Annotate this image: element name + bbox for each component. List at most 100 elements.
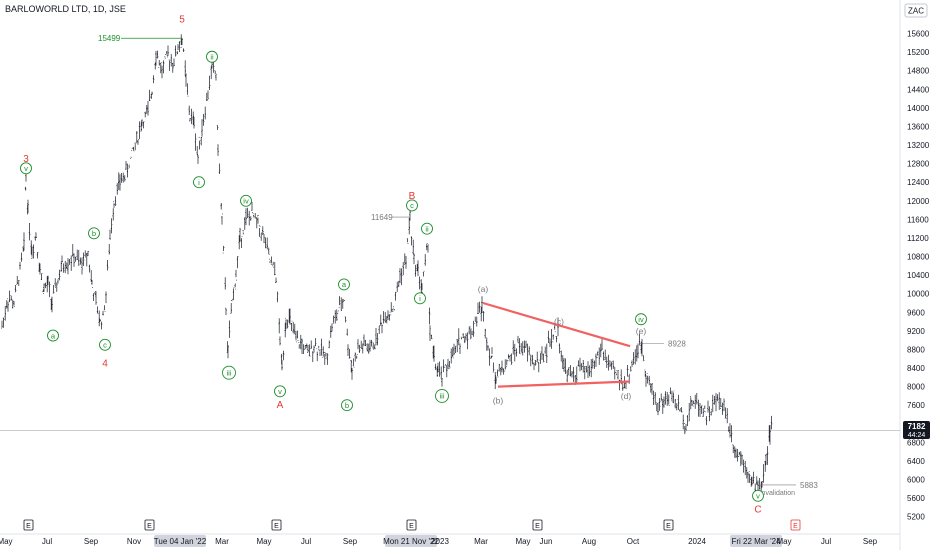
wave-label: a [342, 280, 347, 289]
wave-label: c [410, 201, 414, 210]
triangle-wave-label: (e) [636, 326, 647, 336]
wave-label: ii [425, 224, 429, 233]
wave-label-circle[interactable] [406, 199, 418, 212]
y-tick-label: 10800 [907, 253, 930, 262]
wave-label: i [198, 178, 200, 187]
wave-label-circle[interactable] [222, 365, 236, 380]
wave-degree-label: 4 [102, 358, 108, 369]
triangle-trendline[interactable] [497, 380, 631, 388]
triangle-wave-label: (d) [621, 391, 632, 401]
y-tick-label: 10000 [907, 290, 930, 299]
y-tick-label: 12400 [907, 178, 930, 187]
x-tick-label: May [515, 537, 530, 546]
x-crosshair-label-bg [154, 535, 206, 547]
wave-label: c [103, 341, 107, 350]
y-tick-label: 8400 [907, 364, 925, 373]
wave-label-circle[interactable] [338, 278, 350, 291]
y-tick-label: 13600 [907, 122, 930, 131]
wave-label-circle[interactable] [193, 176, 205, 189]
x-tick-label: Aug [582, 537, 596, 546]
event-label: E [409, 523, 414, 530]
y-tick-label: 8000 [907, 383, 925, 392]
event-label: E [666, 523, 671, 530]
event-label: E [26, 523, 31, 530]
wave-label-circle[interactable] [20, 162, 32, 175]
triangle-trendline[interactable] [482, 301, 631, 348]
y-tick-label: 13200 [907, 141, 930, 150]
y-tick-label: 5600 [907, 494, 925, 503]
y-tick-label: 6000 [907, 476, 925, 485]
wave-label-circle[interactable] [99, 338, 111, 351]
y-tick-label: 9200 [907, 327, 925, 336]
wave-degree-label: C [754, 505, 761, 516]
x-tick-label: Tue 04 Jan '22 [154, 537, 207, 546]
wave-label: iii [227, 368, 232, 377]
triangle-wave-label: (a) [478, 284, 489, 294]
earnings-event-marker[interactable] [663, 519, 674, 531]
level-8928-label: 8928 [668, 340, 686, 349]
invalidation-label: invalidation [760, 490, 795, 497]
wave-label: iv [638, 315, 644, 324]
bar-countdown: 44:24 [908, 432, 926, 439]
level-5883-label: 5883 [800, 481, 818, 490]
wave-label-circle[interactable] [206, 50, 218, 63]
wave-label-circle[interactable] [47, 329, 59, 342]
wave-label: b [345, 401, 349, 410]
y-tick-label: 11600 [907, 215, 929, 224]
wave-label-circle[interactable] [414, 292, 426, 305]
earnings-event-marker[interactable] [144, 519, 155, 531]
last-price-value: 7182 [908, 422, 926, 431]
y-tick-label: 6800 [907, 438, 925, 447]
wave-label: iii [440, 392, 445, 401]
wave-degree-label: 3 [23, 154, 29, 165]
wave-label-circle[interactable] [240, 194, 252, 207]
earnings-event-marker[interactable] [23, 519, 34, 531]
x-tick-label: Jul [301, 537, 311, 546]
x-tick-label: May [256, 537, 271, 546]
y-tick-label: 15600 [907, 30, 930, 39]
x-tick-label: Sep [343, 537, 358, 546]
x-tick-label: Mar [215, 537, 229, 546]
wave-label-circle[interactable] [635, 313, 647, 326]
y-tick-label: 7600 [907, 401, 925, 410]
wave-label-circle[interactable] [752, 489, 764, 502]
x-tick-label: Mon 21 Nov '22 [383, 537, 439, 546]
wave-label-circle[interactable] [341, 399, 353, 412]
x-tick-label: Jul [42, 537, 52, 546]
triangle-wave-label: (b) [493, 396, 504, 406]
wave-degree-label: 5 [179, 15, 185, 26]
x-tick-label: Nov [127, 537, 141, 546]
wave-label-circle[interactable] [435, 388, 449, 403]
wave-label: i [419, 294, 421, 303]
x-tick-label: 2024 [688, 537, 706, 546]
triangle-wave-label: (c) [554, 317, 564, 327]
y-tick-label: 10400 [907, 271, 930, 280]
wave-label: v [278, 387, 282, 396]
x-crosshair-label-bg [730, 535, 782, 547]
earnings-event-marker[interactable] [406, 519, 417, 531]
earnings-event-marker[interactable] [790, 519, 801, 531]
wave-label-circle[interactable] [274, 385, 286, 398]
earnings-event-marker[interactable] [532, 519, 543, 531]
earnings-event-marker[interactable] [271, 519, 282, 531]
currency-label: ZAC [908, 7, 924, 16]
wave-label: v [756, 492, 760, 501]
y-tick-label: 14800 [907, 67, 930, 76]
last-price-tag[interactable] [903, 421, 930, 439]
x-tick-label: Sep [84, 537, 99, 546]
wave-label-circle[interactable] [88, 227, 100, 240]
wave-label: a [51, 331, 56, 340]
wave-label-circle[interactable] [421, 222, 433, 235]
x-tick-label: 2023 [431, 537, 449, 546]
event-label: E [147, 523, 152, 530]
chart-title: BARLOWORLD LTD, 1D, JSE [5, 4, 126, 14]
event-label: E [793, 523, 798, 530]
wave-label: ii [210, 53, 214, 62]
y-tick-label: 15200 [907, 48, 930, 57]
level-15499-label: 15499 [98, 34, 121, 43]
wave-label: iv [243, 197, 249, 206]
currency-box[interactable] [904, 3, 928, 18]
event-label: E [535, 523, 540, 530]
y-tick-label: 5200 [907, 513, 925, 522]
